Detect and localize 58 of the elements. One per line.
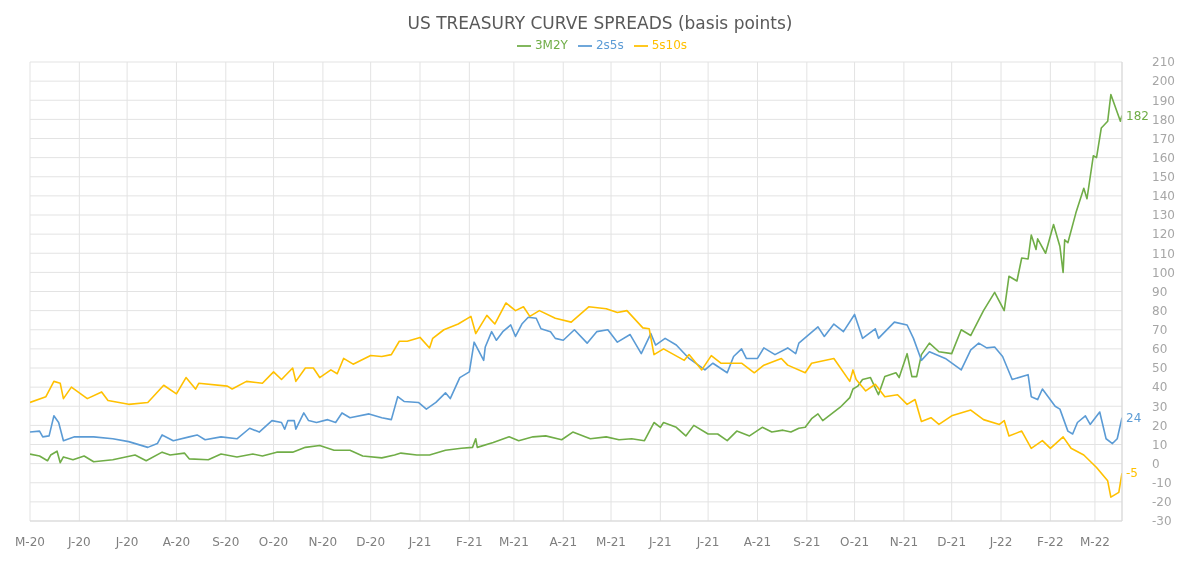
- line-series: [30, 93, 1122, 464]
- y-tick-label: 20: [1152, 418, 1168, 433]
- legend-label: 2s5s: [595, 38, 624, 52]
- x-tick-label: N-21: [889, 534, 919, 549]
- legend-label: 3M2Y: [534, 38, 568, 52]
- y-tick-label: 130: [1152, 208, 1175, 223]
- y-tick-label: -20: [1152, 495, 1172, 510]
- y-tick-label: 80: [1152, 303, 1168, 318]
- x-tick-label: J-21: [407, 534, 432, 549]
- x-tick-label: O-21: [839, 534, 870, 549]
- y-tick-label: 190: [1152, 93, 1175, 108]
- y-tick-label: 40: [1152, 380, 1168, 395]
- y-tick-label: 180: [1152, 112, 1175, 127]
- y-tick-label: 120: [1152, 227, 1175, 242]
- x-tick-label: N-20: [308, 534, 338, 549]
- y-tick-label: 70: [1152, 323, 1168, 338]
- y-tick-label: 50: [1152, 361, 1168, 376]
- x-tick-label: J-22: [988, 534, 1013, 549]
- x-tick-label: J-20: [114, 534, 139, 549]
- y-tick-label: 10: [1152, 437, 1168, 452]
- y-tick-label: 140: [1152, 189, 1175, 204]
- x-tick-label: M-22: [1079, 534, 1110, 549]
- y-tick-label: 0: [1152, 456, 1160, 471]
- x-tick-label: J-20: [66, 534, 91, 549]
- y-tick-label: 200: [1152, 74, 1175, 89]
- line-series: [30, 313, 1122, 449]
- y-tick-label: 170: [1152, 131, 1175, 146]
- x-tick-label: M-21: [498, 534, 529, 549]
- legend-label: 5s10s: [651, 38, 688, 52]
- x-tick-label: A-21: [743, 534, 772, 549]
- x-tick-label: O-20: [258, 534, 289, 549]
- x-tick-label: S-20: [212, 534, 240, 549]
- x-tick-label: F-22: [1037, 534, 1064, 549]
- x-tick-label: M-21: [596, 534, 626, 549]
- x-tick-label: D-20: [356, 534, 386, 549]
- x-tick-label: A-20: [162, 534, 191, 549]
- x-tick-label: J-21: [648, 534, 672, 549]
- y-tick-label: 30: [1152, 399, 1168, 414]
- x-tick-label: S-21: [793, 534, 821, 549]
- x-tick-label: D-21: [937, 534, 967, 549]
- x-tick-label: A-21: [549, 534, 578, 549]
- y-tick-label: 160: [1152, 150, 1175, 165]
- y-tick-label: -30: [1152, 514, 1172, 529]
- y-tick-label: 60: [1152, 342, 1168, 357]
- y-tick-label: 100: [1152, 265, 1175, 280]
- annotation: 24: [1126, 410, 1142, 425]
- x-tick-label: F-21: [456, 534, 483, 549]
- y-tick-label: 90: [1152, 284, 1168, 299]
- annotation: -5: [1126, 466, 1138, 481]
- y-tick-label: 150: [1152, 170, 1175, 185]
- annotation: 182: [1126, 108, 1149, 123]
- y-tick-label: 110: [1152, 246, 1175, 261]
- x-tick-label: M-20: [15, 534, 45, 549]
- y-tick-label: -10: [1152, 476, 1172, 491]
- y-tick-label: 210: [1152, 55, 1175, 70]
- x-tick-label: J-21: [695, 534, 720, 549]
- chart-title: US TREASURY CURVE SPREADS (basis points): [406, 12, 794, 35]
- line-series: [30, 302, 1122, 498]
